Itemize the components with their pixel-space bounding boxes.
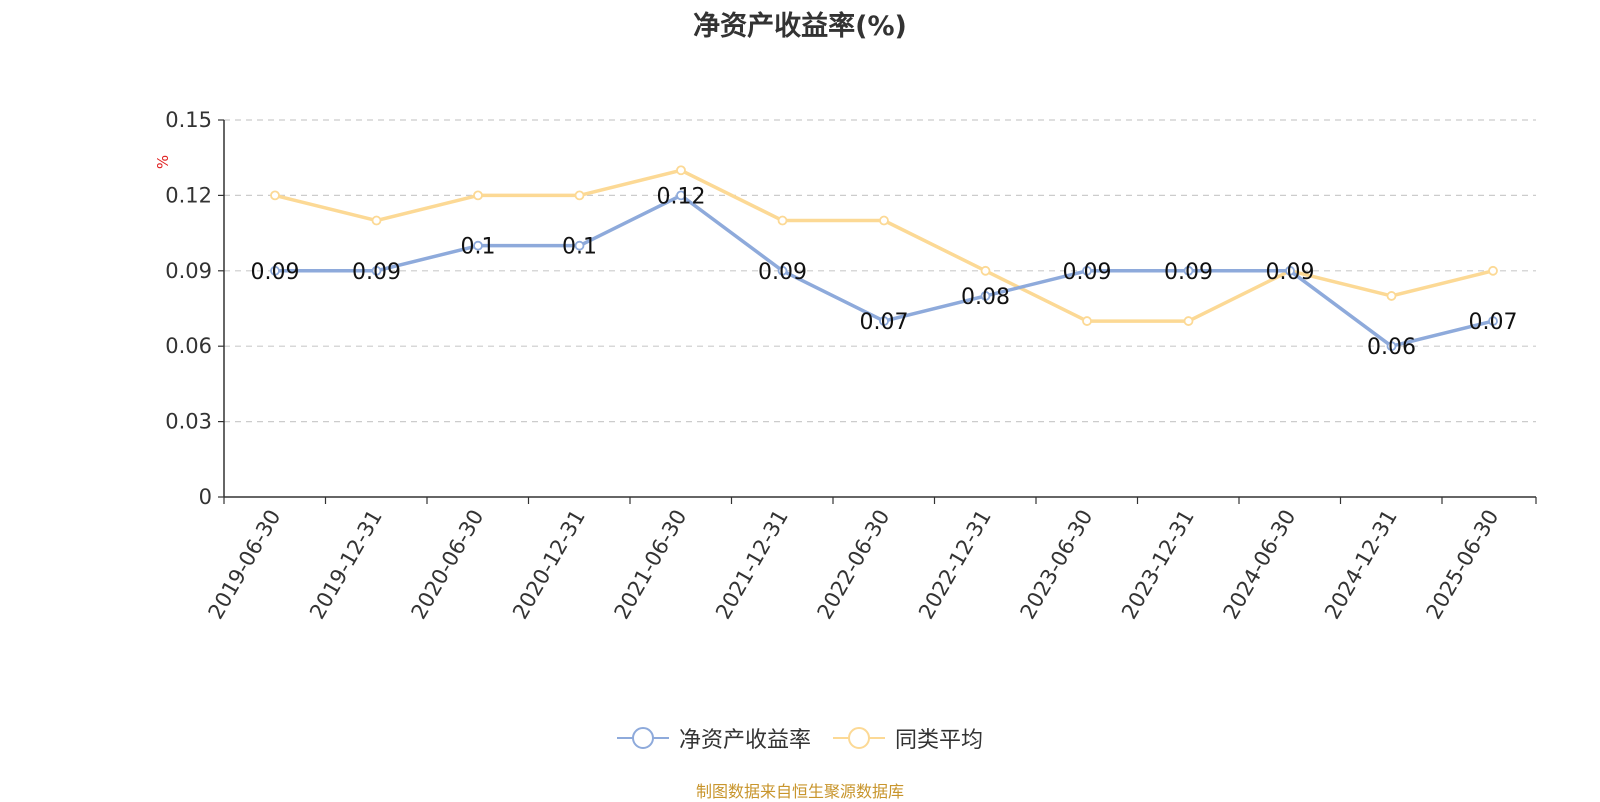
- data-point: [1488, 316, 1498, 326]
- x-tick-label: 2024-06-30: [1219, 506, 1301, 624]
- x-tick-label: 2021-06-30: [610, 506, 692, 624]
- data-point: [777, 215, 788, 226]
- x-tick-label: 2020-06-30: [407, 506, 489, 624]
- data-label: 0.06: [1367, 335, 1416, 360]
- data-point: [879, 215, 889, 226]
- series-lines: [270, 165, 1498, 352]
- x-tick-label: 2022-06-30: [813, 506, 895, 624]
- data-label: 0.1: [562, 235, 597, 260]
- y-tick-label: 0.09: [165, 259, 212, 283]
- data-point: [676, 190, 686, 201]
- y-tick-label: 0.15: [165, 108, 212, 132]
- data-point: [1082, 316, 1092, 326]
- data-label: 0.09: [1063, 260, 1112, 285]
- data-label: 0.07: [860, 310, 909, 335]
- data-point: [574, 240, 585, 251]
- data-point: [1183, 316, 1194, 326]
- legend-label: 净资产收益率: [678, 728, 811, 753]
- data-point: [879, 316, 889, 326]
- data-point: [371, 265, 382, 276]
- data-label: 0.12: [657, 184, 706, 209]
- data-point: [980, 291, 991, 301]
- data-label: 0.08: [961, 285, 1010, 310]
- data-label: 0.09: [251, 260, 300, 285]
- x-tick-label: 2019-06-30: [204, 506, 286, 624]
- legend-marker-icon: [616, 727, 669, 749]
- y-axis-label: %: [154, 155, 172, 169]
- data-label: 0.09: [1164, 260, 1213, 285]
- x-tick-label: 2023-06-30: [1016, 506, 1098, 624]
- y-tick-label: 0: [199, 485, 212, 509]
- y-tick-label: 0.06: [165, 334, 212, 358]
- data-point: [574, 190, 585, 201]
- data-point: [270, 190, 280, 201]
- data-point: [1183, 265, 1194, 276]
- data-point: [777, 265, 788, 276]
- gridlines: [224, 119, 1536, 423]
- data-point: [371, 215, 382, 226]
- legend-item[interactable]: 净资产收益率: [616, 722, 811, 754]
- axes: 0 0.03 0.06 0.09 0.12 0.15% 2019-06-30 2019-12-…: [154, 108, 1537, 624]
- data-label: 0.1: [461, 235, 496, 260]
- source-note: 制图数据来自恒生聚源数据库: [695, 782, 904, 801]
- data-point: [1082, 265, 1092, 276]
- x-tick-label: 2024-12-31: [1320, 506, 1402, 624]
- data-point: [1488, 265, 1498, 276]
- data-point: [473, 240, 483, 251]
- data-point: [1285, 265, 1295, 276]
- y-tick-label: 0.03: [165, 410, 212, 434]
- series-line: [274, 168, 1494, 323]
- data-point: [1386, 341, 1397, 352]
- data-label: 0.09: [352, 260, 401, 285]
- data-point: [270, 265, 280, 276]
- data-point: [473, 190, 483, 201]
- legend: 净资产收益率 同类平均: [0, 722, 1600, 754]
- legend-item[interactable]: 同类平均: [833, 722, 983, 754]
- x-tick-label: 2021-12-31: [711, 506, 793, 624]
- data-label: 0.09: [758, 260, 807, 285]
- data-label: 0.09: [1266, 260, 1315, 285]
- legend-marker-icon: [833, 727, 885, 749]
- x-tick-label: 2019-12-31: [305, 506, 387, 624]
- x-tick-label: 2023-12-31: [1117, 506, 1199, 624]
- data-labels: 0.09 0.09 0.1 0.1 0.12 0.09 0.07 0.08 0.09 0.09 0.…: [251, 184, 1518, 360]
- chart-title: 净资产收益率(%): [693, 11, 907, 42]
- data-label: 0.07: [1469, 310, 1518, 335]
- legend-label: 同类平均: [895, 728, 984, 753]
- data-point: [1386, 291, 1397, 301]
- x-tick-label: 2022-12-31: [914, 506, 996, 624]
- data-point: [676, 165, 686, 176]
- x-tick-label: 2025-06-30: [1422, 506, 1504, 624]
- x-tick-label: 2020-12-31: [508, 506, 590, 624]
- y-tick-label: 0.12: [165, 183, 212, 207]
- data-point: [980, 265, 991, 276]
